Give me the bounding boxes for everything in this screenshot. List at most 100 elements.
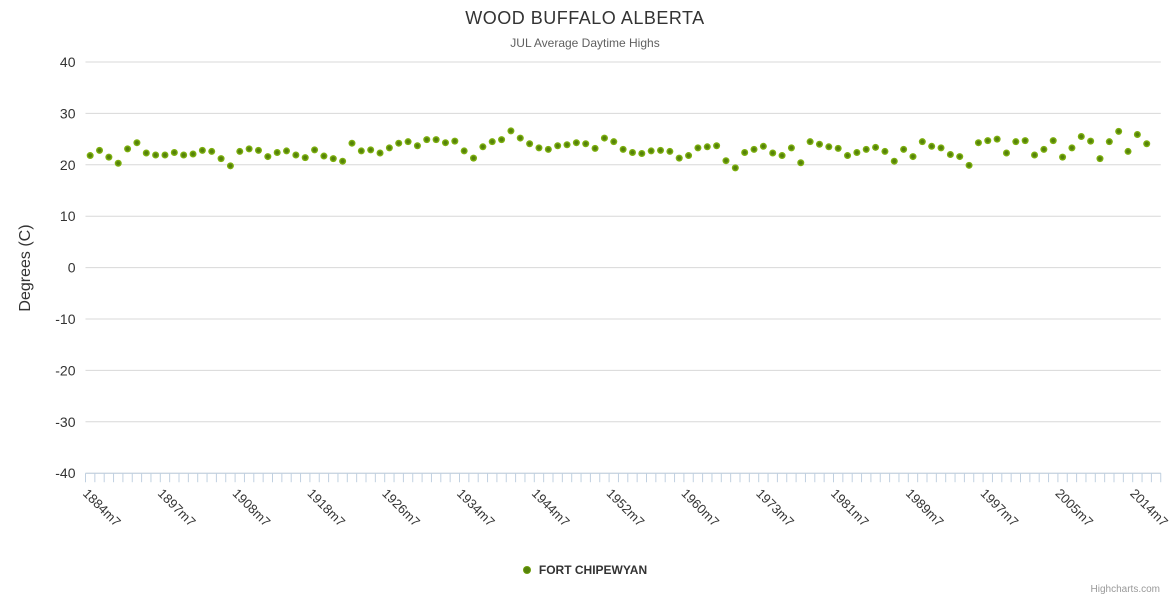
data-point[interactable] — [778, 152, 786, 160]
data-point[interactable] — [339, 157, 347, 165]
data-point[interactable] — [610, 138, 618, 146]
data-point[interactable] — [909, 153, 917, 161]
data-point[interactable] — [815, 140, 823, 148]
data-point[interactable] — [1096, 155, 1104, 163]
data-point[interactable] — [713, 142, 721, 150]
data-point[interactable] — [1021, 137, 1029, 145]
data-point[interactable] — [348, 139, 356, 147]
data-point[interactable] — [217, 155, 225, 163]
data-point[interactable] — [236, 147, 244, 155]
data-point[interactable] — [507, 127, 515, 135]
data-point[interactable] — [582, 140, 590, 148]
data-point[interactable] — [198, 146, 206, 154]
data-point[interactable] — [208, 147, 216, 155]
data-point[interactable] — [572, 139, 580, 147]
data-point[interactable] — [367, 146, 375, 154]
data-point[interactable] — [1012, 138, 1020, 146]
data-point[interactable] — [993, 135, 1001, 143]
data-point[interactable] — [292, 151, 300, 159]
data-point[interactable] — [226, 162, 234, 170]
data-point[interactable] — [806, 138, 814, 146]
data-point[interactable] — [142, 149, 150, 157]
data-point[interactable] — [470, 154, 478, 162]
data-point[interactable] — [1133, 130, 1141, 138]
data-point[interactable] — [1077, 133, 1085, 141]
data-point[interactable] — [152, 151, 160, 159]
data-point[interactable] — [881, 147, 889, 155]
data-point[interactable] — [619, 145, 627, 153]
data-point[interactable] — [526, 140, 534, 148]
data-point[interactable] — [161, 151, 169, 159]
data-point[interactable] — [544, 145, 552, 153]
data-point[interactable] — [946, 151, 954, 159]
data-point[interactable] — [432, 136, 440, 144]
data-point[interactable] — [479, 143, 487, 151]
data-point[interactable] — [516, 134, 524, 142]
data-point[interactable] — [311, 146, 319, 154]
data-point[interactable] — [86, 152, 94, 160]
data-point[interactable] — [1040, 145, 1048, 153]
data-point[interactable] — [703, 143, 711, 151]
data-point[interactable] — [797, 159, 805, 167]
highcharts-credits-link[interactable]: Highcharts.com — [1090, 584, 1160, 595]
data-point[interactable] — [1124, 147, 1132, 155]
data-point[interactable] — [900, 145, 908, 153]
data-point[interactable] — [657, 146, 665, 154]
data-point[interactable] — [554, 142, 562, 150]
data-point[interactable] — [245, 145, 253, 153]
data-point[interactable] — [834, 144, 842, 152]
legend[interactable]: FORT CHIPEWYAN — [0, 563, 1170, 577]
data-point[interactable] — [329, 155, 337, 163]
data-point[interactable] — [114, 159, 122, 167]
data-point[interactable] — [124, 145, 132, 153]
data-point[interactable] — [685, 152, 693, 160]
data-point[interactable] — [741, 148, 749, 156]
data-point[interactable] — [133, 139, 141, 147]
data-point[interactable] — [844, 152, 852, 160]
data-point[interactable] — [395, 139, 403, 147]
data-point[interactable] — [1002, 149, 1010, 157]
data-point[interactable] — [638, 149, 646, 157]
data-point[interactable] — [1049, 137, 1057, 145]
data-point[interactable] — [628, 148, 636, 156]
data-point[interactable] — [600, 134, 608, 142]
data-point[interactable] — [890, 157, 898, 165]
data-point[interactable] — [385, 144, 393, 152]
data-point[interactable] — [1105, 138, 1113, 146]
data-point[interactable] — [591, 144, 599, 152]
data-point[interactable] — [666, 147, 674, 155]
data-point[interactable] — [1087, 137, 1095, 145]
data-point[interactable] — [965, 161, 973, 169]
data-point[interactable] — [180, 151, 188, 159]
data-point[interactable] — [731, 164, 739, 172]
data-point[interactable] — [376, 149, 384, 157]
data-point[interactable] — [254, 146, 262, 154]
data-point[interactable] — [357, 147, 365, 155]
data-point[interactable] — [189, 150, 197, 158]
data-point[interactable] — [825, 143, 833, 151]
data-point[interactable] — [1031, 151, 1039, 159]
data-point[interactable] — [441, 139, 449, 147]
data-point[interactable] — [105, 153, 113, 161]
data-point[interactable] — [320, 152, 328, 160]
data-point[interactable] — [488, 138, 496, 146]
data-point[interactable] — [862, 145, 870, 153]
data-point[interactable] — [170, 148, 178, 156]
data-point[interactable] — [928, 142, 936, 150]
data-point[interactable] — [675, 154, 683, 162]
data-point[interactable] — [563, 141, 571, 149]
data-point[interactable] — [722, 157, 730, 165]
data-point[interactable] — [1115, 127, 1123, 135]
data-point[interactable] — [301, 154, 309, 162]
data-point[interactable] — [647, 147, 655, 155]
data-point[interactable] — [423, 136, 431, 144]
data-point[interactable] — [1068, 144, 1076, 152]
data-point[interactable] — [404, 138, 412, 146]
data-point[interactable] — [451, 137, 459, 145]
data-point[interactable] — [694, 144, 702, 152]
data-point[interactable] — [769, 149, 777, 157]
data-point[interactable] — [460, 147, 468, 155]
data-point[interactable] — [264, 153, 272, 161]
data-point[interactable] — [498, 136, 506, 144]
data-point[interactable] — [96, 146, 104, 154]
